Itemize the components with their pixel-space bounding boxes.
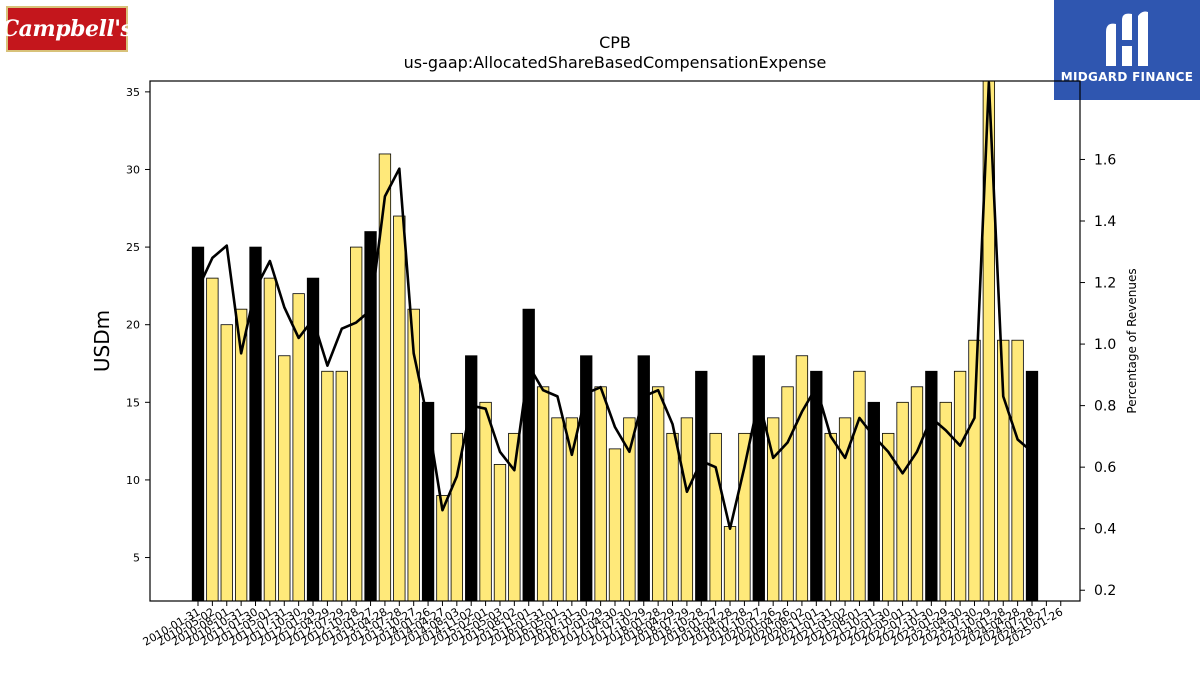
- bar: [795, 355, 809, 602]
- bar: [925, 370, 938, 602]
- y-tick-label: 15: [126, 396, 140, 409]
- campbells-logo: Campbell's: [2, 6, 133, 52]
- bar: [278, 355, 291, 602]
- chart-subtitle: us-gaap:AllocatedShareBasedCompensationE…: [404, 53, 827, 72]
- bar: [220, 324, 233, 602]
- bar: [206, 277, 219, 602]
- pct-revenues-line: [196, 81, 1033, 530]
- y-tick-label: 25: [126, 241, 140, 254]
- bar: [335, 370, 348, 602]
- y-tick-label: 20: [126, 319, 140, 332]
- bar: [249, 246, 262, 602]
- bar: [565, 417, 579, 602]
- bar: [709, 432, 722, 602]
- bar: [321, 370, 334, 602]
- bar: [393, 215, 406, 602]
- bar: [536, 386, 550, 602]
- bar: [810, 370, 823, 602]
- bar: [680, 417, 694, 602]
- bar: [508, 432, 521, 602]
- x-axis: 2010-01-312010-05-022010-08-012010-10-31…: [141, 601, 1065, 649]
- y2-axis-label: Percentage of Revenues: [1125, 268, 1139, 413]
- y2-tick-label: 0.2: [1094, 583, 1116, 599]
- bar: [695, 370, 708, 602]
- chart-title: CPB: [599, 33, 631, 52]
- bar: [1011, 339, 1024, 602]
- bar: [968, 339, 981, 602]
- y-axis-label: USDm: [90, 310, 114, 372]
- bar: [953, 370, 967, 602]
- y2-tick-label: 1.2: [1094, 276, 1116, 292]
- y-tick-label: 10: [126, 474, 140, 487]
- bar: [738, 432, 751, 602]
- bar: [522, 308, 535, 602]
- bar: [651, 386, 665, 602]
- bar: [853, 370, 866, 602]
- bar: [551, 417, 564, 602]
- y2-tick-label: 1.6: [1094, 152, 1116, 168]
- bars-layer: [191, 80, 1039, 602]
- bar: [594, 386, 607, 602]
- y-tick-label: 5: [133, 552, 140, 565]
- y2-tick-label: 0.6: [1094, 460, 1116, 476]
- line-layer: [196, 81, 1033, 530]
- bar: [910, 386, 924, 602]
- y-tick-label: 35: [126, 86, 140, 99]
- y2-tick-label: 1.0: [1094, 337, 1116, 353]
- midgard-finance-logo: MIDGARD FINANCE: [1054, 0, 1200, 100]
- bar: [637, 355, 650, 602]
- bar: [263, 277, 277, 602]
- bar: [608, 448, 622, 602]
- bar: [781, 386, 794, 602]
- bar: [666, 432, 679, 602]
- midgard-mark-icon: [1106, 11, 1148, 67]
- y-tick-label: 30: [126, 163, 140, 176]
- bar: [421, 401, 435, 602]
- y2-tick-label: 0.8: [1094, 399, 1116, 415]
- y2-axis: 0.2 0.4 0.6 0.8 1.0 1.2 1.4 1.6: [1080, 152, 1116, 599]
- bar: [465, 355, 478, 602]
- bar: [752, 355, 765, 602]
- bar: [824, 432, 837, 602]
- bar: [1025, 370, 1039, 602]
- bar: [723, 526, 737, 602]
- campbells-logo-text: Campbell's: [1, 16, 133, 42]
- bar: [292, 293, 305, 602]
- y-axis: 5 10 15 20 25 30 35: [126, 86, 150, 565]
- bar: [191, 246, 205, 602]
- y2-tick-label: 0.4: [1094, 522, 1116, 538]
- bar: [896, 401, 909, 602]
- bar: [350, 246, 363, 602]
- y2-tick-label: 1.4: [1094, 214, 1116, 230]
- bar: [479, 401, 492, 602]
- bar: [493, 463, 507, 602]
- midgard-logo-text: MIDGARD FINANCE: [1060, 70, 1194, 84]
